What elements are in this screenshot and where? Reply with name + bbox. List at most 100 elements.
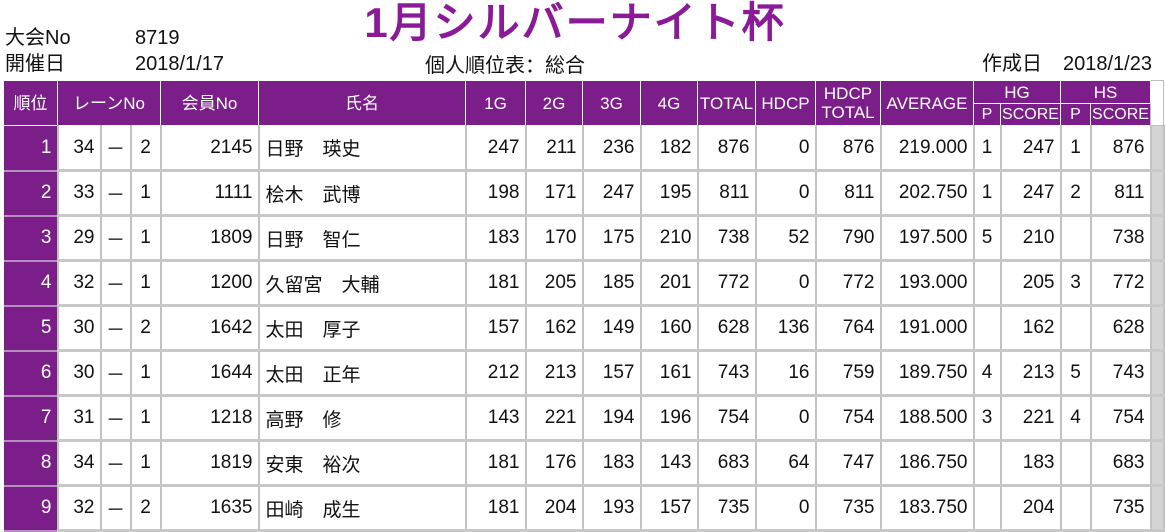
lane-slot-cell: 1 (129, 440, 162, 487)
header-game3: 3G (582, 80, 641, 126)
hdcp-total-cell: 754 (814, 395, 882, 442)
game3-score-cell: 193 (581, 485, 642, 532)
hdcp-total-cell: 764 (814, 305, 882, 352)
header-hg-place: P (973, 103, 1001, 126)
total-cell: 876 (696, 125, 757, 172)
lane-slot-cell: 2 (129, 125, 162, 172)
lane-number-cell: 30 (56, 350, 102, 397)
result-row: 9 32 － 2 1635 田崎 成生 181 204 193 157 735 0 735 183.750… (3, 485, 1165, 532)
game1-score-cell: 143 (464, 395, 527, 442)
lane-separator-cell: － (99, 440, 132, 487)
lane-separator-cell: － (99, 305, 132, 352)
hs-score-cell: 772 (1089, 260, 1152, 307)
hg-place-cell (972, 305, 1002, 352)
game1-score-cell: 198 (464, 170, 527, 217)
game3-score-cell: 175 (581, 215, 642, 262)
game4-score-cell: 210 (639, 215, 699, 262)
game1-score-cell: 183 (464, 215, 527, 262)
game1-score-cell: 181 (464, 260, 527, 307)
game2-score-cell: 176 (524, 440, 584, 487)
row-spacer-cell (1149, 350, 1165, 397)
row-spacer-cell (1149, 125, 1165, 172)
game2-score-cell: 170 (524, 215, 584, 262)
hdcp-total-cell: 790 (814, 215, 882, 262)
header-hs-place: P (1060, 103, 1091, 126)
player-name-cell: 日野 瑛史 (257, 125, 467, 172)
lane-slot-cell: 1 (129, 350, 162, 397)
row-spacer-cell (1149, 305, 1165, 352)
hg-place-cell: 3 (972, 395, 1002, 442)
game3-score-cell: 183 (581, 440, 642, 487)
header-hdcp-total: HDCP TOTAL (815, 80, 881, 126)
member-no-cell: 1111 (159, 170, 260, 217)
game2-score-cell: 171 (524, 170, 584, 217)
hdcp-cell: 0 (754, 125, 817, 172)
game1-score-cell: 212 (464, 350, 527, 397)
result-row: 8 34 － 1 1819 安東 裕次 181 176 183 143 683 64 747 186.75… (3, 440, 1165, 487)
lane-separator-cell: － (99, 125, 132, 172)
hdcp-cell: 136 (754, 305, 817, 352)
hg-score-cell: 221 (999, 395, 1062, 442)
game3-score-cell: 236 (581, 125, 642, 172)
results-table: 順位 レーンNo 会員No 氏名 1G 2G 3G 4G TOTAL HDCP … (3, 80, 1165, 532)
game4-score-cell: 160 (639, 305, 699, 352)
member-no-cell: 1809 (159, 215, 260, 262)
result-row: 4 32 － 1 1200 久留宮 大輔 181 205 185 201 772 0 772 193.00… (3, 260, 1165, 307)
game1-score-cell: 181 (464, 485, 527, 532)
hg-place-cell: 5 (972, 215, 1002, 262)
player-name-cell: 久留宮 大輔 (257, 260, 467, 307)
game4-score-cell: 201 (639, 260, 699, 307)
lane-separator-cell: － (99, 215, 132, 262)
game2-score-cell: 221 (524, 395, 584, 442)
created-date-value: 2018/1/23 (1063, 53, 1152, 75)
hg-score-cell: 213 (999, 350, 1062, 397)
header-member-no: 会員No (160, 80, 259, 126)
average-cell: 219.000 (879, 125, 975, 172)
hdcp-total-cell: 759 (814, 350, 882, 397)
result-row: 3 29 － 1 1809 日野 智仁 183 170 175 210 738 52 790 197.50… (3, 215, 1165, 262)
header-high-game: HG (973, 80, 1061, 104)
game2-score-cell: 204 (524, 485, 584, 532)
hs-score-cell: 754 (1089, 395, 1152, 442)
average-cell: 183.750 (879, 485, 975, 532)
game2-score-cell: 211 (524, 125, 584, 172)
lane-slot-cell: 1 (129, 170, 162, 217)
lane-number-cell: 32 (56, 260, 102, 307)
game2-score-cell: 205 (524, 260, 584, 307)
lane-number-cell: 31 (56, 395, 102, 442)
game1-score-cell: 157 (464, 305, 527, 352)
game3-score-cell: 157 (581, 350, 642, 397)
lane-number-cell: 32 (56, 485, 102, 532)
total-cell: 754 (696, 395, 757, 442)
results-body: 1 34 － 2 2145 日野 瑛史 247 211 236 182 876 0 876 219.000… (3, 125, 1165, 532)
average-cell: 197.500 (879, 215, 975, 262)
lane-slot-cell: 2 (129, 305, 162, 352)
hs-place-cell: 1 (1059, 125, 1092, 172)
member-no-cell: 1644 (159, 350, 260, 397)
header-average: AVERAGE (880, 80, 974, 126)
hs-place-cell: 3 (1059, 260, 1092, 307)
rank-cell: 1 (3, 125, 59, 172)
average-cell: 188.500 (879, 395, 975, 442)
game4-score-cell: 157 (639, 485, 699, 532)
row-spacer-cell (1149, 260, 1165, 307)
header-hdcp-total-line1: HDCP (823, 84, 873, 103)
lane-number-cell: 29 (56, 215, 102, 262)
player-name-cell: 田崎 成生 (257, 485, 467, 532)
event-date-value: 2018/1/17 (135, 53, 224, 75)
hdcp-cell: 0 (754, 485, 817, 532)
game3-score-cell: 149 (581, 305, 642, 352)
result-row: 5 30 － 2 1642 太田 厚子 157 162 149 160 628 136 764 191.0… (3, 305, 1165, 352)
hg-score-cell: 204 (999, 485, 1062, 532)
header-hs-score: SCORE (1090, 103, 1151, 126)
hs-place-cell: 5 (1059, 350, 1092, 397)
hs-score-cell: 628 (1089, 305, 1152, 352)
lane-number-cell: 30 (56, 305, 102, 352)
game1-score-cell: 181 (464, 440, 527, 487)
hdcp-total-cell: 811 (814, 170, 882, 217)
hs-score-cell: 738 (1089, 215, 1152, 262)
results-table-container: 順位 レーンNo 会員No 氏名 1G 2G 3G 4G TOTAL HDCP … (3, 80, 1165, 532)
hg-score-cell: 247 (999, 170, 1062, 217)
member-no-cell: 2145 (159, 125, 260, 172)
total-cell: 683 (696, 440, 757, 487)
